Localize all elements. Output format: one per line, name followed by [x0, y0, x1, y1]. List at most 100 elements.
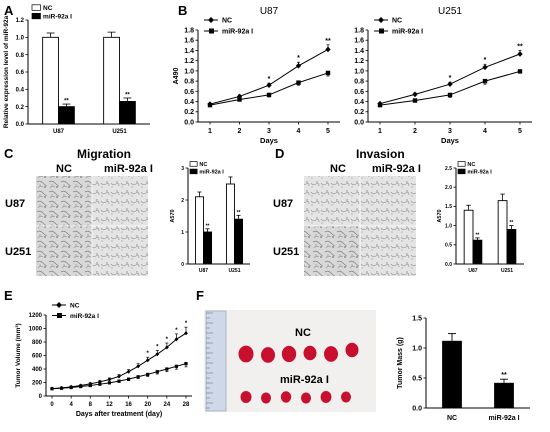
e-xtick-label: 20 [144, 402, 151, 408]
chart-c-migration-a570: 0 1 2 3 A570 U87 ** U251 ** NC miR-92a I [170, 161, 250, 274]
tumor-group [238, 342, 359, 404]
e-marker-inhibitor [79, 384, 83, 389]
b1-marker-nc [325, 46, 331, 53]
tumor-inhibitor [280, 391, 292, 403]
e-significance: * [185, 321, 188, 327]
b2-ytick-label: 1.8 [354, 27, 364, 34]
a-bar-inhibitor [58, 106, 75, 125]
b2-significance: * [449, 75, 452, 82]
e-marker-inhibitor [88, 383, 92, 388]
c-bar-nc [225, 183, 235, 265]
b2-ytick-label: 0.2 [354, 109, 364, 116]
a-legend-label: NC [43, 5, 53, 12]
b2-xtick-label: 4 [483, 128, 487, 135]
e-significance: * [147, 351, 150, 357]
b1-marker-inhibitor [325, 70, 331, 76]
f-ytick-label: 0.5 [412, 375, 422, 382]
f-ylabel: Tumor Mass (g) [397, 337, 404, 389]
c-legend-swatch [189, 168, 198, 175]
e-legend-label: NC [70, 303, 80, 310]
ruler [205, 310, 227, 412]
b2-marker-nc [447, 81, 453, 88]
tumor-inhibitor [320, 391, 332, 403]
a-bar-inhibitor [119, 101, 136, 125]
d-ytick-label: 2.0 [445, 185, 452, 191]
chart-b-u87-growth: 0.0 0.2 0.4 0.6 0.8 1.0 1.2 1.4 1.6 1.8 A490 1 2 3 4 5 D… [173, 6, 340, 145]
chart-e-tumor-volume: 0 200 400 600 800 1000 1200 Tumor Volume (mm³) 0… [15, 302, 192, 418]
mig-row-label-u251: U251 [5, 246, 31, 258]
b2-xtick-label: 3 [448, 128, 452, 135]
b2-legend-marker [379, 28, 384, 34]
b2-significance: ** [517, 43, 523, 50]
d-xtick-label: U87 [468, 268, 477, 274]
invasion-title: Invasion [356, 147, 405, 161]
e-marker-inhibitor [117, 379, 121, 383]
e-ytick-label: 0 [39, 394, 43, 400]
tumor-nc [238, 345, 254, 363]
b1-marker-inhibitor [296, 80, 301, 85]
a-legend-swatch [31, 12, 41, 20]
c-significance: ** [206, 223, 210, 229]
b2-ytick-label: 0.8 [354, 79, 364, 86]
b1-ytick-label: 1.2 [184, 58, 194, 65]
e-legend-marker [57, 313, 62, 318]
tumor-nc [345, 342, 359, 358]
b1-title: U87 [260, 6, 279, 17]
mig-image-u251-nc [36, 226, 92, 276]
b1-marker-nc [266, 82, 272, 89]
b2-xtick-label: 5 [518, 128, 522, 135]
b1-significance: * [268, 76, 271, 83]
b2-significance: * [484, 57, 487, 64]
d-significance: ** [475, 232, 479, 238]
b1-ytick-label: 0.8 [184, 79, 194, 86]
tumor-inhibitor [341, 391, 351, 403]
b1-marker-inhibitor [207, 102, 213, 108]
f-ytick-label: 1.0 [412, 345, 422, 352]
e-marker-nc [164, 345, 169, 350]
e-legend-marker [56, 302, 62, 308]
mig-col-label-nc: NC [56, 163, 72, 175]
e-xtick-label: 8 [89, 402, 93, 408]
e-marker-inhibitor [165, 367, 169, 371]
a-ytick-label: 1.2 [16, 18, 25, 24]
b1-xtick-label: 1 [208, 128, 212, 135]
b1-significance: * [297, 55, 300, 62]
c-legend-label: miR-92a I [199, 170, 224, 176]
b1-ytick-label: 0.6 [184, 89, 194, 96]
b1-ytick-label: 1.8 [184, 27, 194, 34]
c-xtick-label: U251 [229, 268, 241, 274]
chart-b-u251-growth: 0.0 0.2 0.4 0.6 0.8 1.0 1.2 1.4 1.6 1.8 1 2 3 4 5 Days U… [354, 6, 532, 145]
e-marker-inhibitor [184, 362, 188, 366]
tumor-photo-label-inhibitor: miR-92a I [280, 374, 329, 386]
mig-col-label-inhibitor: miR-92a I [104, 163, 153, 175]
a-bar-nc [103, 36, 120, 125]
e-ytick-label: 800 [32, 340, 43, 346]
c-ytick-label: 0 [181, 262, 184, 268]
d-legend-label: NC [467, 162, 475, 168]
b2-xtick-label: 1 [378, 128, 382, 135]
b2-marker-nc [412, 91, 418, 98]
e-ytick-label: 600 [32, 354, 43, 360]
chart-d-invasion-a570: 0.0 0.5 1.0 1.5 2.0 2.5 A570 U87 ** U251 ** NC miR-9… [437, 161, 524, 274]
a-xtick-label: U251 [112, 129, 127, 135]
b2-marker-inhibitor [377, 102, 383, 108]
f-bar-nc [442, 340, 462, 408]
b2-marker-nc [517, 51, 523, 57]
tumor-nc [281, 345, 297, 363]
b2-marker-inhibitor [482, 78, 488, 84]
d-ytick-label: 1.0 [445, 223, 452, 229]
b2-marker-inhibitor [447, 92, 453, 98]
e-marker-inhibitor [50, 387, 54, 391]
mig-image-u87-inhibitor [92, 176, 148, 226]
b1-legend-marker [208, 17, 214, 23]
b1-legend-label: miR-92a I [222, 29, 253, 36]
b1-ytick-label: 1.0 [184, 68, 194, 75]
a-ytick-label: 0.2 [16, 105, 25, 111]
invasion-micrographs: NC miR-92a I U87 U251 [273, 163, 421, 276]
d-xtick-label: U251 [501, 268, 513, 274]
chart-f-tumor-mass: 0.0 0.5 1.0 1.5 Tumor Mass (g) NC miR-92a I ** [397, 315, 530, 422]
e-marker-inhibitor [59, 386, 64, 390]
a-ytick-label: 0.6 [16, 70, 25, 76]
a-ytick-label: 1.0 [16, 35, 25, 41]
